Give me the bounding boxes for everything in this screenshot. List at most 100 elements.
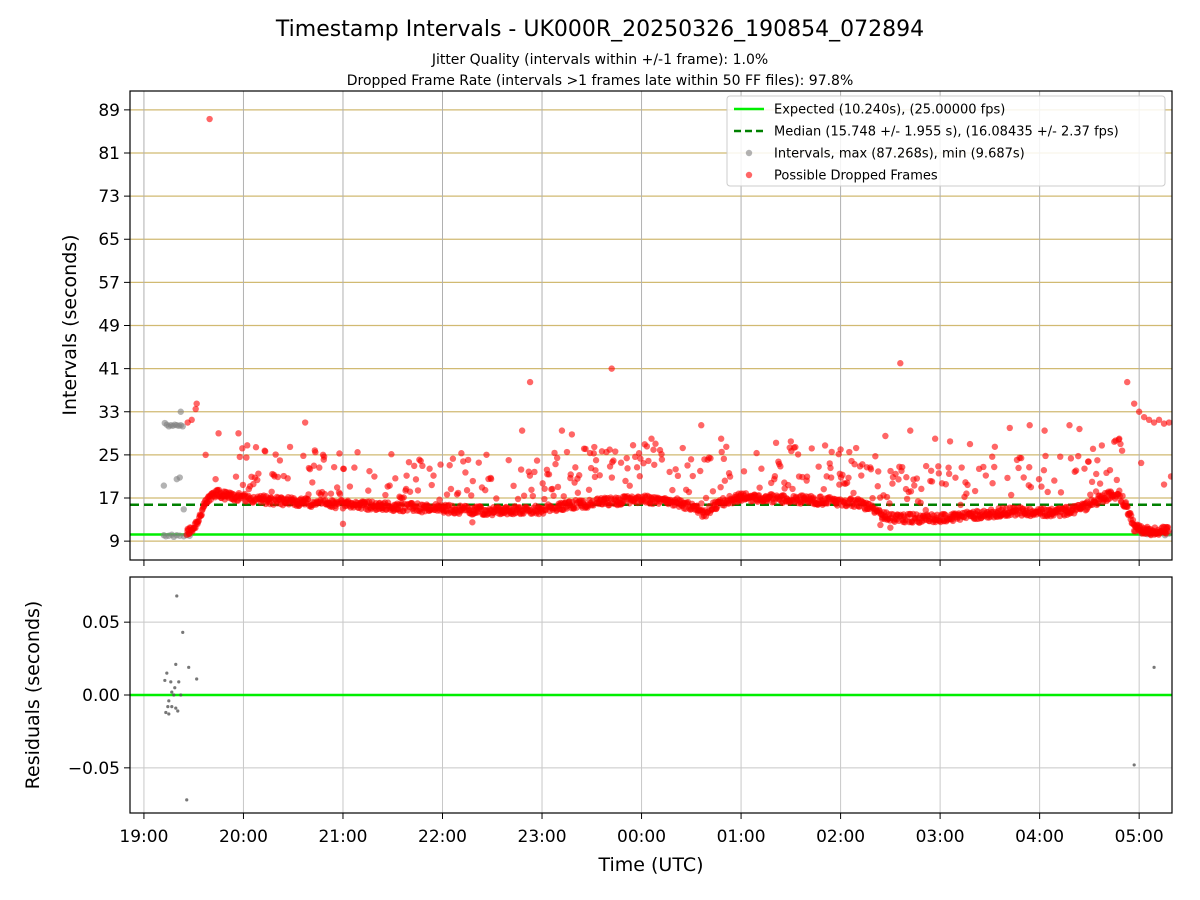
dropped-frame-point: [272, 451, 279, 458]
dropped-frame-point: [550, 492, 557, 499]
dropped-frame-point: [777, 463, 784, 470]
dropped-frame-point: [1135, 408, 1143, 415]
dropped-frame-point: [235, 430, 242, 437]
dropped-frame-point: [443, 491, 451, 498]
dropped-frame-point: [772, 439, 780, 447]
dropped-frame-point: [449, 455, 457, 462]
dropped-frame-point: [669, 486, 676, 494]
dropped-frame-point: [945, 470, 953, 478]
legend-entry: Possible Dropped Frames: [745, 169, 938, 184]
dropped-frame-point: [917, 499, 924, 507]
dropped-frame-point: [851, 461, 858, 468]
residual-point: [169, 680, 173, 684]
dropped-frame-point: [321, 491, 329, 498]
dropped-frame-point: [991, 463, 998, 471]
dropped-frame-point: [648, 435, 655, 442]
dropped-frame-point: [554, 483, 562, 491]
dropped-frame-point: [689, 472, 696, 480]
dropped-frame-point: [346, 483, 354, 490]
dropped-frame-point: [493, 495, 500, 502]
dropped-frame-point: [1140, 413, 1148, 421]
dropped-frame-point: [697, 467, 704, 475]
y-tick-label: 49: [98, 317, 120, 337]
dropped-frame-point: [541, 485, 548, 492]
interval-point: [180, 506, 187, 513]
dropped-frame-point: [1088, 478, 1096, 486]
x-tick-label: 04:00: [1015, 827, 1064, 847]
dropped-frame-point: [723, 443, 730, 450]
dropped-frame-point: [1096, 480, 1104, 487]
dropped-frame-point: [674, 472, 682, 480]
dropped-frame-point: [276, 457, 284, 464]
dropped-frame-point: [300, 452, 307, 460]
dropped-frame-point: [365, 487, 372, 494]
dropped-frame-point: [608, 365, 615, 372]
dropped-frame-point: [784, 481, 792, 489]
dropped-frame-point: [989, 453, 996, 460]
x-tick-label: 05:00: [1115, 827, 1164, 847]
dropped-frame-point: [1098, 442, 1106, 449]
dropped-frame-point: [606, 446, 613, 453]
dropped-frame-point: [458, 450, 465, 457]
dropped-frame-point: [922, 462, 930, 470]
dropped-frame-point: [1093, 470, 1100, 478]
dropped-frame-point: [514, 495, 522, 503]
dropped-frame-point: [412, 476, 420, 483]
dropped-frame-point: [827, 464, 834, 472]
dropped-frame-point: [946, 438, 954, 445]
dropped-frame-point: [1124, 378, 1131, 386]
dropped-frame-point: [460, 458, 467, 465]
x-axis-label: Time (UTC): [597, 854, 703, 876]
dropped-frame-point: [815, 463, 822, 470]
dropped-frame-point: [789, 485, 796, 493]
dropped-frame-point: [483, 451, 490, 458]
legend-label: Median (15.748 +/- 1.955 s), (16.08435 +…: [774, 125, 1119, 140]
dropped-frame-point: [869, 494, 876, 502]
dropped-frame-point: [907, 488, 915, 495]
dropped-frame-point: [913, 475, 921, 482]
dropped-frame-point: [339, 520, 347, 528]
dropped-frame-point: [563, 448, 571, 456]
dropped-frame-point: [846, 448, 853, 456]
dropped-frame-point: [419, 462, 426, 470]
dropped-frame-point: [1165, 419, 1172, 426]
dropped-frame-point: [845, 474, 852, 481]
dropped-frame-point: [239, 445, 246, 452]
dropped-frame-point: [1137, 459, 1145, 467]
dropped-frame-point: [244, 442, 251, 449]
dropped-frame-point: [403, 472, 410, 479]
y-tick-label: 25: [98, 446, 120, 466]
dropped-frame-point: [436, 496, 443, 503]
dropped-frame-point: [837, 446, 844, 453]
dropped-frame-point: [336, 490, 344, 498]
residual-y-tick-label: 0.05: [82, 613, 120, 633]
y-tick-label: 17: [98, 489, 120, 509]
dropped-frame-point: [591, 473, 599, 481]
dropped-frame-point: [935, 463, 942, 470]
dropped-frame-point: [518, 427, 526, 434]
legend-entry: Intervals, max (87.268s), min (9.687s): [745, 147, 1025, 162]
dropped-frame-point: [428, 481, 435, 489]
dropped-frame-point: [592, 467, 599, 474]
residuals-panel-frame: [129, 576, 1173, 814]
residual-point: [165, 671, 169, 675]
dropped-frame-point: [872, 453, 879, 460]
dropped-frame-point: [454, 489, 462, 497]
dropped-frame-point: [549, 485, 556, 493]
dropped-frame-point: [867, 466, 875, 473]
dropped-frame-point: [1026, 422, 1033, 429]
residuals-panel: 0.05 0.00 −0.05: [68, 576, 1173, 819]
dropped-frame-point: [475, 459, 482, 466]
dropped-frame-point: [469, 519, 476, 526]
legend-swatch-dot: [745, 171, 753, 179]
dropped-frame-point: [928, 478, 936, 485]
dropped-frame-point: [1155, 416, 1163, 424]
dropped-frame-point: [958, 464, 965, 471]
dropped-frame-point: [989, 480, 996, 487]
dropped-frame-point: [528, 486, 535, 493]
dropped-frame-point: [897, 360, 904, 367]
dropped-frame-point: [1160, 481, 1168, 488]
dropped-frame-point: [1006, 424, 1013, 432]
dropped-frame-point: [887, 467, 894, 475]
dropped-frame-point: [771, 473, 779, 480]
